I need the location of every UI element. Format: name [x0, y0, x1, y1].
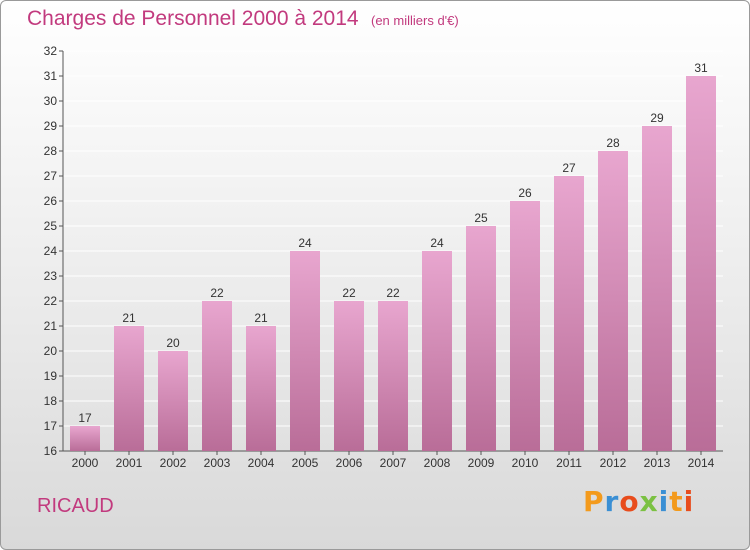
- data-label: 27: [562, 161, 576, 175]
- bar: [290, 251, 320, 451]
- proxiti-logo: Proxiti: [583, 485, 694, 518]
- x-tick-label: 2002: [160, 456, 187, 470]
- brand-letter: r: [604, 485, 620, 518]
- y-tick-label: 18: [44, 394, 58, 408]
- x-tick-label: 2009: [468, 456, 495, 470]
- bar: [554, 176, 584, 451]
- x-tick-label: 2001: [116, 456, 143, 470]
- bar: [70, 426, 100, 451]
- data-label: 28: [606, 136, 620, 150]
- y-tick-label: 30: [44, 94, 58, 108]
- data-label: 26: [518, 186, 532, 200]
- chart-subtitle: (en milliers d'€): [371, 13, 459, 28]
- bar: [642, 126, 672, 451]
- data-label: 20: [166, 336, 180, 350]
- bar: [686, 76, 716, 451]
- y-tick-label: 29: [44, 119, 58, 133]
- y-tick-label: 19: [44, 369, 58, 383]
- x-tick-label: 2012: [600, 456, 627, 470]
- data-label: 25: [474, 211, 488, 225]
- brand-letter: o: [619, 485, 640, 518]
- y-tick-label: 25: [44, 219, 58, 233]
- bar: [378, 301, 408, 451]
- y-tick-labels: 16 17 18 19 20 21 22 23 24 25 26 27 28 29 30 31 32: [44, 44, 63, 458]
- data-labels: 17 21 20 22 21 24 22 22 24 25 26 27 28 29 31: [78, 61, 708, 425]
- data-label: 22: [342, 286, 356, 300]
- data-label: 21: [254, 311, 268, 325]
- data-label: 29: [650, 111, 664, 125]
- bar: [114, 326, 144, 451]
- brand-letter: i: [658, 485, 670, 518]
- x-tick-label: 2011: [556, 456, 582, 470]
- x-tick-label: 2004: [248, 456, 275, 470]
- y-tick-label: 21: [44, 319, 58, 333]
- bars: [70, 76, 716, 451]
- data-label: 24: [298, 236, 312, 250]
- x-tick-label: 2000: [72, 456, 99, 470]
- brand-letter: i: [683, 485, 695, 518]
- bar: [422, 251, 452, 451]
- bar: [158, 351, 188, 451]
- brand-letter: x: [639, 485, 659, 518]
- x-tick-label: 2003: [204, 456, 231, 470]
- x-tick-label: 2007: [380, 456, 407, 470]
- bar: [334, 301, 364, 451]
- y-tick-label: 17: [44, 419, 58, 433]
- data-label: 21: [122, 311, 136, 325]
- x-tick-label: 2006: [336, 456, 363, 470]
- y-tick-label: 23: [44, 269, 58, 283]
- y-tick-label: 24: [44, 244, 58, 258]
- data-label: 22: [210, 286, 224, 300]
- y-tick-label: 32: [44, 44, 58, 58]
- x-tick-label: 2014: [688, 456, 715, 470]
- brand-letter: t: [669, 485, 684, 518]
- bar: [598, 151, 628, 451]
- chart-title: Charges de Personnel 2000 à 2014: [27, 7, 359, 30]
- y-tick-label: 31: [44, 69, 58, 83]
- bar: [202, 301, 232, 451]
- y-tick-label: 27: [44, 169, 58, 183]
- y-tick-label: 22: [44, 294, 58, 308]
- x-tick-label: 2005: [292, 456, 319, 470]
- x-tick-label: 2010: [512, 456, 539, 470]
- bar: [466, 226, 496, 451]
- brand-letter: P: [583, 485, 605, 518]
- y-tick-label: 28: [44, 144, 58, 158]
- x-tick-label: 2008: [424, 456, 451, 470]
- bar: [246, 326, 276, 451]
- x-tick-label: 2013: [644, 456, 671, 470]
- bar: [510, 201, 540, 451]
- commune-name: RICAUD: [37, 495, 114, 517]
- y-tick-label: 20: [44, 344, 58, 358]
- data-label: 31: [694, 61, 708, 75]
- data-label: 24: [430, 236, 444, 250]
- y-tick-label: 26: [44, 194, 58, 208]
- y-tick-label: 16: [44, 444, 58, 458]
- data-label: 17: [78, 411, 92, 425]
- x-tick-labels: 2000 2001 2002 2003 2004 2005 2006 2007 2008 2009…: [72, 451, 715, 470]
- data-label: 22: [386, 286, 400, 300]
